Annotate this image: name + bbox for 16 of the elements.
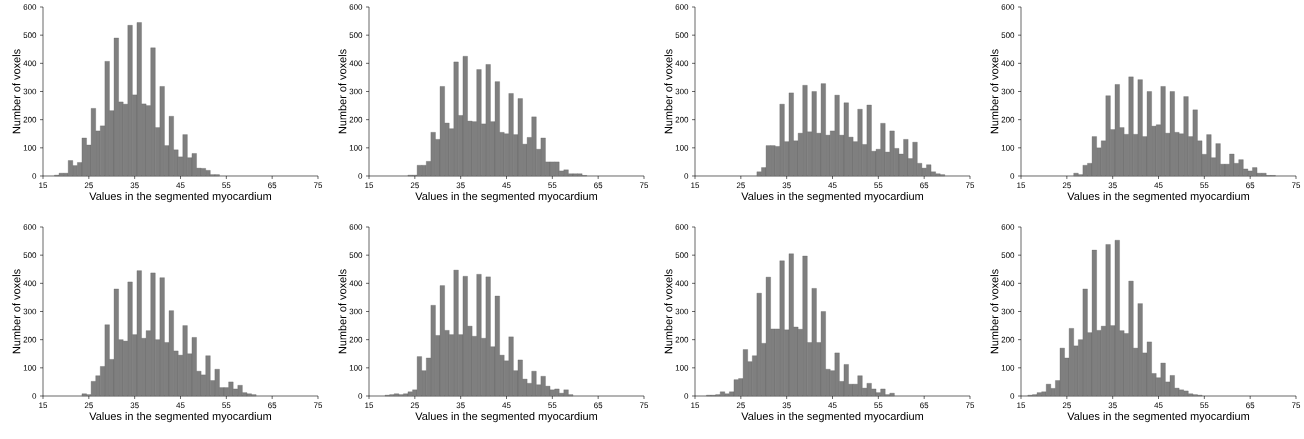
x-axis-title: Values in the segmented myocardium: [415, 192, 598, 203]
y-axis-title: Number of voxels: [990, 49, 999, 134]
x-axis-title: Values in the segmented myocardium: [741, 412, 924, 423]
y-axis-title: Number of voxels: [990, 269, 999, 354]
y-axis-title: Number of voxels: [664, 269, 673, 354]
y-axis-title: Number of voxels: [664, 49, 673, 134]
y-axis-title: Number of voxels: [338, 49, 347, 134]
x-axis-title: Values in the segmented myocardium: [1067, 192, 1250, 203]
x-axis-title: Values in the segmented myocardium: [89, 412, 272, 423]
x-axis-title: Values in the segmented myocardium: [741, 192, 924, 203]
y-axis-title: Number of voxels: [338, 269, 347, 354]
y-axis-title: Number of voxels: [12, 49, 21, 134]
x-axis-title: Values in the segmented myocardium: [415, 412, 598, 423]
x-axis-title: Values in the segmented myocardium: [1067, 412, 1250, 423]
y-axis-title: Number of voxels: [12, 269, 21, 354]
x-axis-title: Values in the segmented myocardium: [89, 192, 272, 203]
